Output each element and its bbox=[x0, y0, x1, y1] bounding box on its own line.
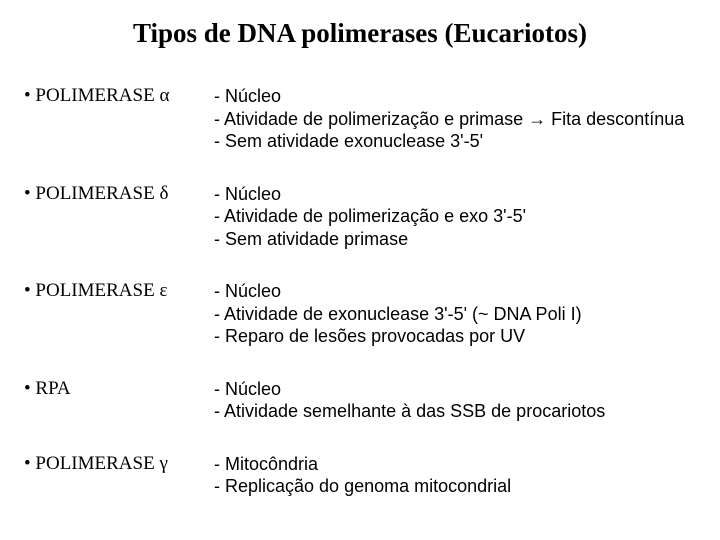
entry-description: - Mitocôndria - Replicação do genoma mit… bbox=[214, 453, 696, 498]
entry-line: - Atividade de exonuclease 3'-5' (~ DNA … bbox=[214, 303, 696, 326]
entry-line: - Atividade de polimerização e primase →… bbox=[214, 108, 696, 131]
entry-description: - Núcleo- Atividade de polimerização e p… bbox=[214, 85, 696, 153]
entry-line: - Atividade semelhante à das SSB de proc… bbox=[214, 400, 696, 423]
entry-label: • POLIMERASE ε bbox=[24, 280, 214, 302]
entry-row: • POLIMERASE δ- Núcleo- Atividade de pol… bbox=[24, 183, 696, 251]
entry-description: - Núcleo - Atividade semelhante à das SS… bbox=[214, 378, 696, 423]
entry-line: - Sem atividade exonuclease 3'-5' bbox=[214, 130, 696, 153]
entry-row: • POLIMERASE α- Núcleo- Atividade de pol… bbox=[24, 85, 696, 153]
entry-line: - Núcleo bbox=[214, 378, 696, 401]
entry-label: • POLIMERASE γ bbox=[24, 453, 214, 475]
entry-label: • POLIMERASE δ bbox=[24, 183, 214, 205]
entry-label: • RPA bbox=[24, 378, 214, 400]
page-title: Tipos de DNA polimerases (Eucariotos) bbox=[24, 18, 696, 49]
entry-line: - Sem atividade primase bbox=[214, 228, 696, 251]
entry-line: - Núcleo bbox=[214, 280, 696, 303]
entry-line: - Reparo de lesões provocadas por UV bbox=[214, 325, 696, 348]
entry-line: - Replicação do genoma mitocondrial bbox=[214, 475, 696, 498]
entry-line: - Mitocôndria bbox=[214, 453, 696, 476]
entry-description: - Núcleo - Atividade de exonuclease 3'-5… bbox=[214, 280, 696, 348]
entry-description: - Núcleo- Atividade de polimerização e e… bbox=[214, 183, 696, 251]
slide: Tipos de DNA polimerases (Eucariotos) • … bbox=[0, 0, 720, 540]
entry-line: - Núcleo bbox=[214, 85, 696, 108]
entry-line: - Núcleo bbox=[214, 183, 696, 206]
entries-container: • POLIMERASE α- Núcleo- Atividade de pol… bbox=[24, 85, 696, 498]
entry-label: • POLIMERASE α bbox=[24, 85, 214, 107]
entry-row: • POLIMERASE γ- Mitocôndria - Replicação… bbox=[24, 453, 696, 498]
entry-row: • POLIMERASE ε - Núcleo - Atividade de e… bbox=[24, 280, 696, 348]
entry-line: - Atividade de polimerização e exo 3'-5' bbox=[214, 205, 696, 228]
entry-row: • RPA - Núcleo - Atividade semelhante à … bbox=[24, 378, 696, 423]
